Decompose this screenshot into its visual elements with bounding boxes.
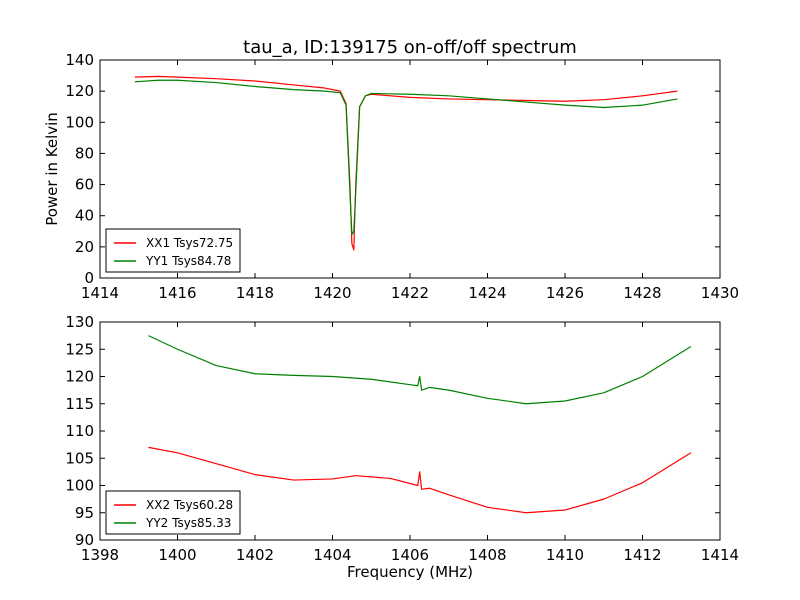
legend: XX1 Tsys72.75 YY1 Tsys84.78: [105, 228, 241, 273]
y-tick-label: 0: [84, 269, 94, 287]
x-tick-label: 1414: [81, 284, 119, 302]
x-tick-label: 1414: [701, 546, 739, 564]
x-tick-label: 1428: [623, 284, 661, 302]
legend-box: [105, 490, 241, 535]
series-line-2-2: [148, 335, 692, 405]
y-tick-label: 80: [75, 144, 94, 162]
y-tick-label: 60: [75, 176, 94, 194]
legend-box: [105, 228, 241, 273]
x-tick-label: 1404: [313, 546, 351, 564]
x-tick-label: 1412: [623, 546, 661, 564]
x-tick-label: 1406: [391, 546, 429, 564]
legend-label: YY2 Tsys85.33: [145, 516, 231, 530]
x-tick-label: 1424: [468, 284, 506, 302]
x-tick-label: 1398: [81, 546, 119, 564]
x-tick-label: 1416: [158, 284, 196, 302]
legend-label: YY1 Tsys84.78: [145, 254, 231, 268]
legend-label: XX2 Tsys60.28: [146, 498, 233, 512]
x-tick-label: 1400: [158, 546, 196, 564]
series-line-1-2: [134, 79, 678, 235]
legend: XX2 Tsys60.28 YY2 Tsys85.33: [105, 490, 241, 535]
y-tick-label: 100: [65, 113, 94, 131]
x-tick-label: 1420: [313, 284, 351, 302]
subplot-2: 1398 1400 1402 1404 1406 1408 1410 1412 1414 90 95…: [65, 313, 739, 564]
y-tick-label: 130: [65, 313, 94, 331]
y-tick-label: 100: [65, 477, 94, 495]
y-tick-label: 140: [65, 51, 94, 69]
legend-label: XX1 Tsys72.75: [146, 236, 233, 250]
y-tick-label: 120: [65, 368, 94, 386]
y-tick-label: 125: [65, 340, 94, 358]
series-line-2-1: [148, 446, 692, 514]
y-tick-label: 90: [75, 531, 94, 549]
x-tick-label: 1426: [546, 284, 584, 302]
y-tick-label: 110: [65, 422, 94, 440]
y-tick-label: 20: [75, 238, 94, 256]
chart-title: tau_a, ID:139175 on-off/off spectrum: [243, 37, 577, 58]
y-axis-title: Power in Kelvin: [43, 112, 61, 226]
y-tick-label: 105: [65, 449, 94, 467]
subplot-1: 1414 1416 1418 1420 1422 1424 1426 1428 1430 0 20 4…: [65, 51, 739, 302]
y-tick-label: 120: [65, 82, 94, 100]
y-tick-label: 95: [75, 504, 94, 522]
x-tick-label: 1430: [701, 284, 739, 302]
x-tick-label: 1422: [391, 284, 429, 302]
y-tick-label: 40: [75, 207, 94, 225]
x-tick-label: 1410: [546, 546, 584, 564]
x-tick-label: 1418: [236, 284, 274, 302]
y-tick-label: 115: [65, 395, 94, 413]
x-axis-title: Frequency (MHz): [347, 563, 473, 581]
x-tick-label: 1402: [236, 546, 274, 564]
x-tick-label: 1408: [468, 546, 506, 564]
